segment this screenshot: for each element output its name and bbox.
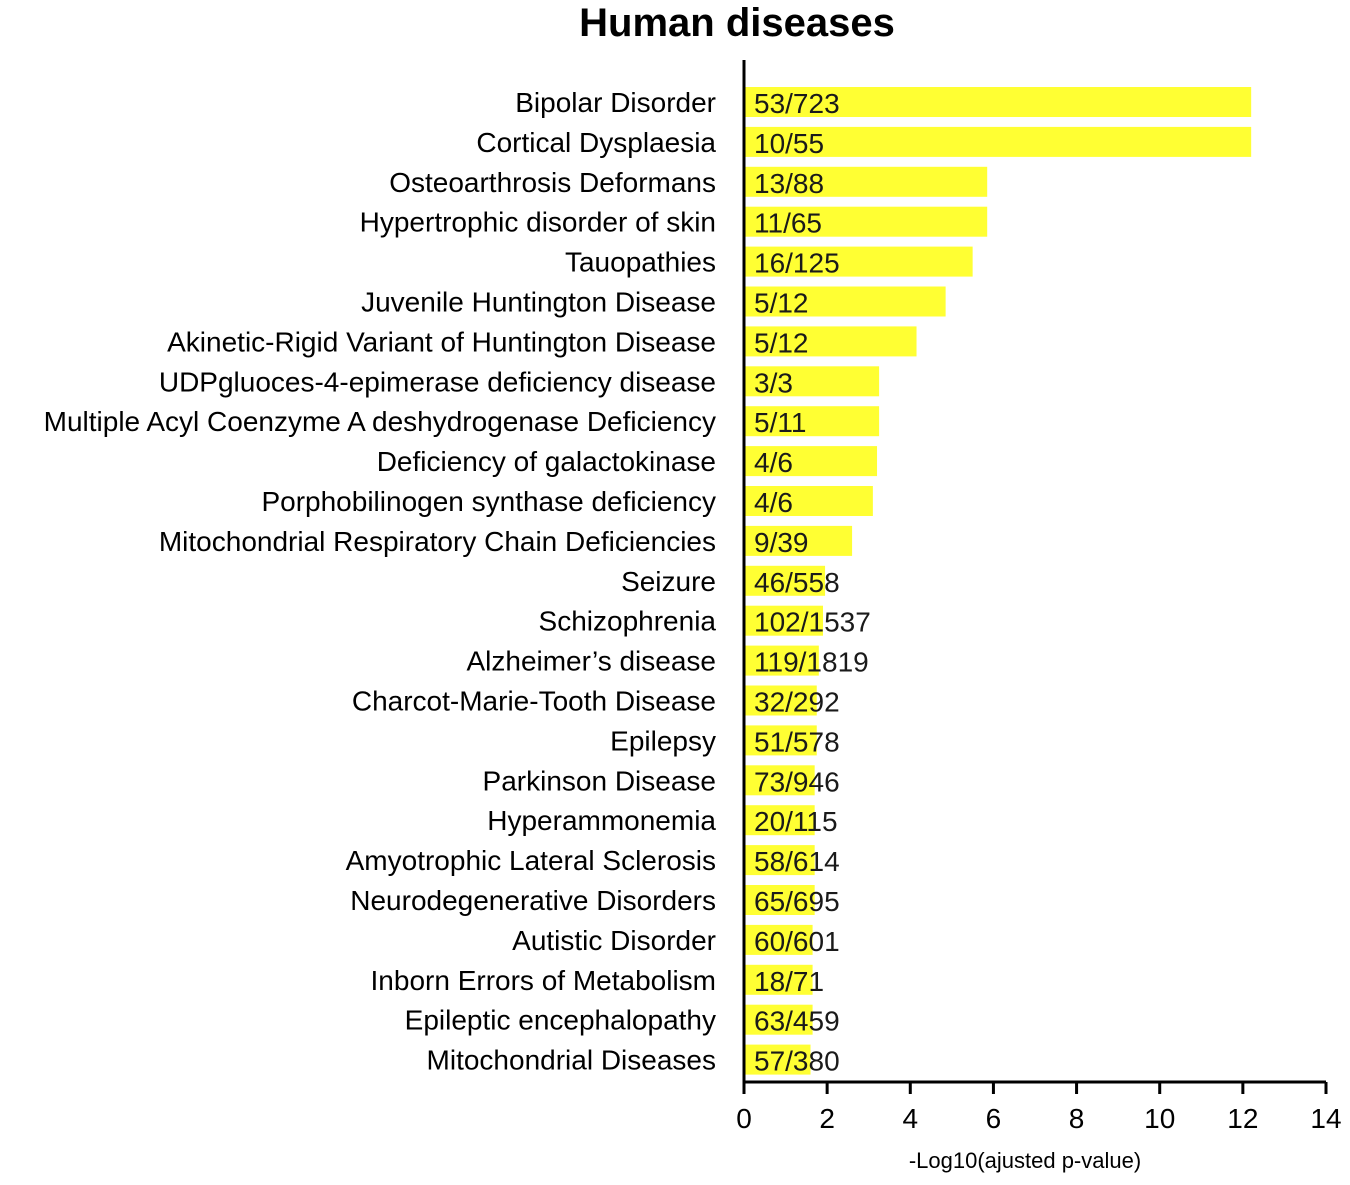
bar xyxy=(744,126,1252,157)
bar xyxy=(744,87,1252,117)
bar xyxy=(744,725,817,756)
bar xyxy=(744,206,988,237)
category-label: Juvenile Huntington Disease xyxy=(361,287,716,318)
bar-data-label: 65/695 xyxy=(754,886,840,917)
category-labels: Bipolar Disorder Cortical Dysplaesia Osteo… xyxy=(44,87,717,1076)
category-label: Mitochondrial Respiratory Chain Deficien… xyxy=(159,526,716,557)
bars-layer: 53/723 10/55 13/88 11/65 16/125 5/12 5/12 3/3 5/… xyxy=(744,87,1252,1077)
bar xyxy=(744,685,817,716)
bar-data-label: 3/3 xyxy=(754,367,793,398)
bar-data-label: 57/380 xyxy=(754,1046,840,1077)
category-label: Neurodegenerative Disorders xyxy=(350,885,716,916)
bar-data-label: 5/12 xyxy=(754,327,809,358)
bar xyxy=(744,486,873,516)
x-tick-label: 2 xyxy=(819,1103,835,1134)
category-label: Deficiency of galactokinase xyxy=(377,446,716,477)
category-label: Porphobilinogen synthase deficiency xyxy=(261,486,716,517)
bar xyxy=(744,885,815,915)
bar xyxy=(744,964,813,995)
category-label: Charcot-Marie-Tooth Disease xyxy=(352,686,716,717)
bar xyxy=(744,1004,813,1035)
category-label: Inborn Errors of Metabolism xyxy=(371,965,716,996)
bar xyxy=(744,446,878,477)
bar-data-label: 53/723 xyxy=(754,88,840,119)
x-tick-label: 4 xyxy=(902,1103,918,1134)
bar xyxy=(744,765,815,796)
category-label: Epilepsy xyxy=(610,725,716,756)
bar xyxy=(744,924,813,955)
x-tick-label: 12 xyxy=(1227,1103,1258,1134)
category-label: Autistic Disorder xyxy=(512,925,716,956)
bar xyxy=(744,246,973,277)
x-tick-label: 10 xyxy=(1144,1103,1175,1134)
category-label: Cortical Dysplaesia xyxy=(476,127,716,158)
bar xyxy=(744,565,826,596)
category-label: Bipolar Disorder xyxy=(515,87,716,118)
bar-data-label: 32/292 xyxy=(754,687,840,718)
category-label: Amyotrophic Lateral Sclerosis xyxy=(346,845,716,876)
chart-title: Human diseases xyxy=(579,1,895,45)
bar xyxy=(744,645,819,676)
bar xyxy=(744,1044,811,1075)
bar xyxy=(744,845,815,876)
category-label: Mitochondrial Diseases xyxy=(427,1045,716,1076)
x-tick-label: 0 xyxy=(736,1103,752,1134)
bar-data-label: 102/1537 xyxy=(754,607,871,638)
bar-data-label: 5/12 xyxy=(754,288,809,319)
bar xyxy=(744,366,880,397)
bar xyxy=(744,166,988,197)
bar-data-label: 13/88 xyxy=(754,168,824,199)
category-label: Schizophrenia xyxy=(539,606,717,637)
bar-data-label: 58/614 xyxy=(754,846,840,877)
category-label: Tauopathies xyxy=(565,247,716,278)
bar-data-label: 16/125 xyxy=(754,248,840,279)
bar-data-label: 5/11 xyxy=(754,407,806,438)
bar-data-label: 63/459 xyxy=(754,1006,840,1037)
bar xyxy=(744,805,815,836)
x-tick-label: 6 xyxy=(986,1103,1002,1134)
bar-data-label: 60/601 xyxy=(754,926,840,957)
bar xyxy=(744,605,823,636)
x-tick-label: 8 xyxy=(1069,1103,1085,1134)
bar-data-label: 119/1819 xyxy=(754,647,869,678)
bar xyxy=(744,286,946,317)
bar-data-label: 46/558 xyxy=(754,567,840,598)
category-label: Seizure xyxy=(621,566,716,597)
bar-data-label: 18/71 xyxy=(754,966,824,997)
category-label: Hyperammonemia xyxy=(487,805,716,836)
x-tick-label: 14 xyxy=(1310,1103,1341,1134)
category-label: Parkinson Disease xyxy=(483,765,716,796)
category-label: Alzheimer’s disease xyxy=(466,646,716,677)
category-label: Hypertrophic disorder of skin xyxy=(360,207,716,238)
bar-data-label: 20/115 xyxy=(754,806,838,837)
bar-data-label: 51/578 xyxy=(754,726,840,757)
bar-data-label: 10/55 xyxy=(754,128,824,159)
x-axis: 0 2 4 6 8 10 12 14 xyxy=(736,60,1342,1134)
bar-data-label: 4/6 xyxy=(754,487,793,518)
category-label: Epileptic encephalopathy xyxy=(405,1005,716,1036)
bar-data-label: 9/39 xyxy=(754,527,809,558)
bar-data-label: 4/6 xyxy=(754,447,793,478)
bar-data-label: 11/65 xyxy=(754,208,822,239)
bar-data-label: 73/946 xyxy=(754,766,840,797)
category-label: UDPgluoces-4-epimerase deficiency diseas… xyxy=(159,366,716,397)
x-axis-title: -Log10(ajusted p-value) xyxy=(909,1148,1141,1173)
bar xyxy=(744,326,917,357)
bar xyxy=(744,525,853,556)
bar xyxy=(744,406,880,437)
category-label: Multiple Acyl Coenzyme A deshydrogenase … xyxy=(44,406,716,437)
category-label: Akinetic-Rigid Variant of Huntington Dis… xyxy=(167,326,716,357)
category-label: Osteoarthrosis Deformans xyxy=(389,167,716,198)
